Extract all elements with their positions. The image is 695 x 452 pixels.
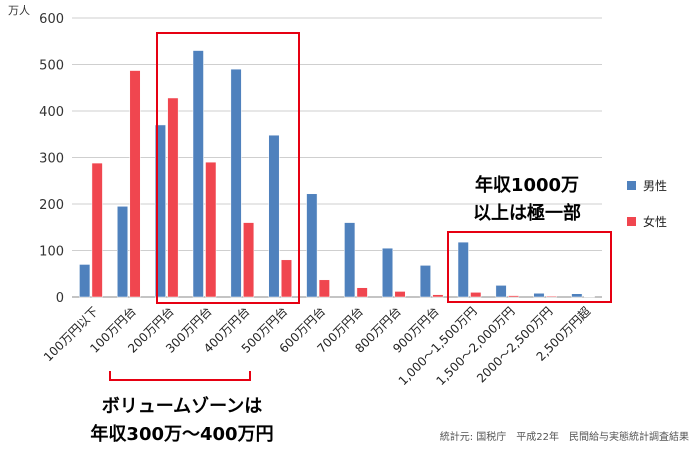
volume-zone-box	[156, 32, 300, 304]
bar-male-1	[117, 206, 129, 298]
x-tick-label: 100万円以下	[41, 304, 101, 364]
grid	[72, 17, 602, 298]
bar-male-6	[306, 193, 318, 298]
source-note: 統計元: 国税庁 平成22年 民間給与実態統計調査結果	[440, 430, 689, 443]
legend-swatch	[627, 217, 636, 226]
bar-male-0	[79, 264, 91, 298]
bar-male-3	[192, 50, 204, 298]
bar-female-0	[91, 162, 103, 298]
y-axis-unit-label: 万人	[8, 4, 30, 17]
y-tick-label: 600	[39, 12, 64, 27]
bar-male-2	[154, 124, 166, 298]
bar-female-3	[205, 161, 217, 298]
bar-male-11	[495, 285, 507, 298]
bar-male-12	[533, 293, 545, 298]
high-income-annotation-line2: 以上は極一部	[473, 202, 581, 224]
bar-female-8	[394, 291, 406, 298]
legend-label: 男性	[643, 179, 667, 193]
y-tick-label: 100	[39, 245, 64, 260]
bar-male-10	[457, 241, 469, 298]
y-tick-label: 0	[56, 291, 64, 306]
bar-female-6	[318, 279, 330, 298]
bar-male-9	[419, 265, 431, 298]
volume-zone-annotation-line1: ボリュームゾーンは	[102, 396, 263, 417]
high-income-annotation-line1: 年収1000万	[475, 174, 579, 196]
bar-female-10	[470, 292, 482, 298]
bar-female-12	[545, 295, 557, 298]
bar-male-4	[230, 68, 242, 298]
bar-female-2	[167, 97, 179, 298]
volume-zone-bracket	[109, 371, 251, 381]
y-tick-label: 200	[39, 198, 64, 213]
y-tick-label: 400	[39, 105, 64, 120]
y-axis-ticks: 0 100 200 300 400 500 600	[39, 12, 64, 306]
bar-female-5	[280, 259, 292, 298]
bar-female-4	[243, 222, 255, 298]
y-tick-label: 500	[39, 59, 64, 74]
y-tick-label: 300	[39, 152, 64, 167]
x-axis-labels: 100万円以下100万円台200万円台300万円台400万円台500万円台600…	[41, 304, 593, 389]
legend-label: 女性	[643, 214, 667, 229]
bar-female-9	[432, 294, 444, 298]
bar-male-8	[382, 247, 394, 298]
bars	[79, 50, 595, 298]
bar-female-1	[129, 70, 141, 298]
volume-zone-annotation-line2: 年収300万～400万円	[90, 423, 273, 445]
bar-male-7	[344, 222, 356, 298]
high-income-box	[447, 231, 612, 303]
bar-male-13	[571, 293, 583, 298]
bar-female-11	[508, 295, 520, 298]
legend-swatch	[627, 181, 636, 190]
bar-male-5	[268, 134, 280, 298]
bar-female-7	[356, 287, 368, 298]
